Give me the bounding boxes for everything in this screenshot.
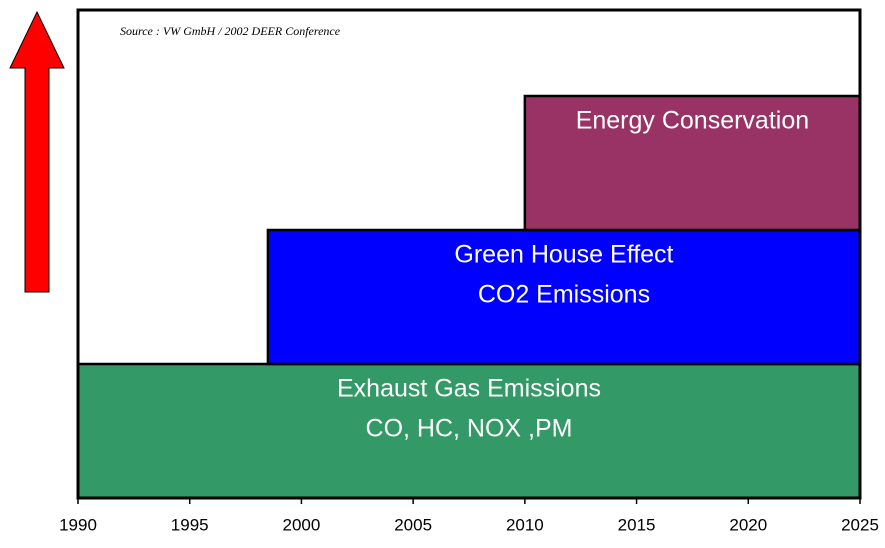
timeline-bar (266, 228, 862, 366)
up-arrow (9, 10, 65, 293)
x-tick-label: 2005 (394, 515, 432, 534)
x-tick-label: 1990 (59, 515, 97, 534)
bar-label: CO, HC, NOX ,PM (366, 415, 573, 443)
x-tick-label: 2015 (618, 515, 656, 534)
source-note: Source : VW GmbH / 2002 DEER Conference (120, 24, 341, 38)
bar-label: Exhaust Gas Emissions (337, 375, 601, 403)
bar-label: Green House Effect (454, 241, 673, 269)
x-tick-label: 2025 (841, 515, 879, 534)
bar-label: Energy Conservation (576, 107, 809, 135)
plot-border (76, 8, 862, 500)
timeline-bar (523, 94, 862, 232)
x-tick-label: 2000 (283, 515, 321, 534)
bars: Exhaust Gas Emissions CO, HC, NOX ,PM Gree… (76, 94, 862, 500)
timeline-bar (76, 362, 862, 500)
bar-label: CO2 Emissions (478, 281, 650, 309)
x-tick-label: 1995 (171, 515, 209, 534)
x-tick-label: 2020 (729, 515, 767, 534)
x-tick-label: 2010 (506, 515, 544, 534)
